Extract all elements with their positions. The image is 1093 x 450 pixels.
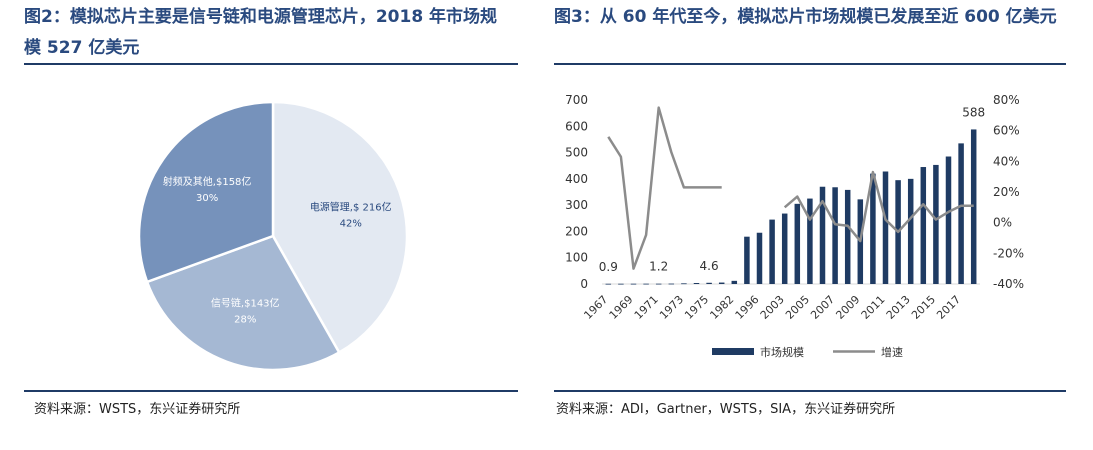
y-left-tick-label: 100 — [565, 251, 588, 265]
left-figure-title: 图2：模拟芯片主要是信号链和电源管理芯片，2018 年市场规模 527 亿美元 — [24, 7, 498, 58]
pie-slice-label: 信号链,$143亿 — [211, 296, 280, 309]
y-left-tick-label: 300 — [565, 198, 588, 212]
right-bottom-rule — [554, 390, 1066, 392]
bar — [731, 280, 738, 284]
bar — [655, 283, 662, 285]
y-right-tick-label: 0% — [993, 216, 1012, 230]
pie-slice-label: 射频及其他,$158亿 — [163, 175, 252, 188]
bar — [945, 156, 952, 284]
pie-slice-percent: 30% — [196, 193, 218, 204]
x-tick-label: 1996 — [733, 293, 762, 322]
pie-chart: 电源管理,$ 216亿 42% 信号链,$143亿 28% 射频及其他,$158亿 30% — [137, 100, 409, 372]
x-tick-label: 2009 — [833, 293, 862, 322]
y-right-tick-label: 60% — [993, 124, 1020, 138]
y-right-tick-label: 20% — [993, 185, 1020, 199]
y-left-tick-label: 0 — [580, 277, 588, 291]
growth-line — [607, 106, 722, 270]
y-left-tick-label: 400 — [565, 172, 588, 186]
bar — [958, 143, 964, 284]
bar — [769, 219, 775, 284]
bar-data-label: 0.9 — [599, 260, 618, 274]
bar — [933, 164, 939, 284]
bar — [605, 283, 612, 285]
right-figure-title: 图3：从 60 年代至今，模拟芯片市场规模已发展至近 600 亿美元 — [554, 7, 1057, 27]
bar — [618, 283, 624, 285]
pie-slice-percent: 28% — [234, 314, 256, 325]
bar — [643, 283, 649, 285]
y-right-tick-label: -20% — [993, 246, 1024, 260]
pie-slice — [271, 100, 409, 355]
bar-data-label: 4.6 — [700, 259, 719, 273]
bar — [744, 236, 750, 284]
y-right-tick-label: 40% — [993, 154, 1020, 168]
x-tick-label: 2013 — [884, 293, 913, 322]
x-tick-label: 2015 — [909, 293, 938, 322]
bar — [718, 282, 725, 284]
y-left-tick-label: 200 — [565, 224, 588, 238]
bar — [693, 283, 700, 284]
bar-data-label: 588 — [962, 105, 985, 119]
right-panel: 图3：从 60 年代至今，模拟芯片市场规模已发展至近 600 亿美元 0 100 2… — [540, 0, 1093, 450]
y-right-tick-label: -40% — [993, 277, 1024, 291]
combo-chart: 0 100 200 300 400 500 600 700 -40% -20% 0% 20% 40% 60… — [565, 93, 1024, 359]
x-tick-label: 2003 — [758, 293, 787, 322]
bar — [706, 282, 712, 284]
bar — [870, 173, 876, 284]
bar — [907, 178, 914, 284]
y-left-tick-label: 700 — [565, 93, 588, 107]
legend-bar-swatch — [712, 348, 754, 355]
x-tick-label: 1971 — [632, 293, 661, 322]
x-tick-label: 1982 — [707, 293, 736, 322]
left-source-note: 资料来源：WSTS，东兴证券研究所 — [34, 402, 241, 417]
pie-slice-label: 电源管理,$ 216亿 — [310, 200, 392, 213]
bar-data-label: 1.2 — [649, 260, 668, 274]
bar — [630, 283, 637, 285]
y-left-tick-label: 500 — [565, 146, 588, 160]
growth-line — [783, 170, 974, 243]
x-tick-label: 2017 — [934, 293, 963, 322]
pie-slice — [137, 100, 275, 284]
x-tick-label: 2007 — [808, 293, 837, 322]
x-tick-label: 1967 — [581, 293, 610, 322]
x-tick-label: 1973 — [657, 293, 686, 322]
bar — [819, 186, 826, 284]
bar — [668, 283, 675, 285]
bar — [807, 198, 813, 284]
bar — [832, 187, 838, 284]
left-top-rule — [24, 63, 518, 65]
x-tick-label: 2005 — [783, 293, 812, 322]
pie-slice-percent: 42% — [340, 218, 362, 229]
pie-slice — [145, 234, 341, 372]
legend-line-label: 增速 — [881, 345, 903, 359]
y-right-tick-label: 80% — [993, 93, 1020, 107]
bar — [920, 167, 927, 284]
bar — [844, 189, 851, 284]
y-left-tick-label: 600 — [565, 119, 588, 133]
x-tick-label: 2011 — [859, 293, 888, 322]
right-top-rule — [554, 63, 1066, 65]
left-panel: 图2：模拟芯片主要是信号链和电源管理芯片，2018 年市场规模 527 亿美元 … — [0, 0, 530, 450]
right-source-note: 资料来源：ADI，Gartner，WSTS，SIA，东兴证券研究所 — [556, 402, 896, 417]
x-tick-label: 1975 — [682, 293, 711, 322]
bar — [756, 232, 763, 284]
bar — [882, 171, 889, 284]
x-tick-label: 1969 — [607, 293, 636, 322]
bar — [681, 283, 687, 285]
left-bottom-rule — [24, 390, 518, 392]
bar — [794, 203, 801, 284]
legend-bar-label: 市场规模 — [760, 345, 804, 359]
bar — [781, 213, 788, 284]
